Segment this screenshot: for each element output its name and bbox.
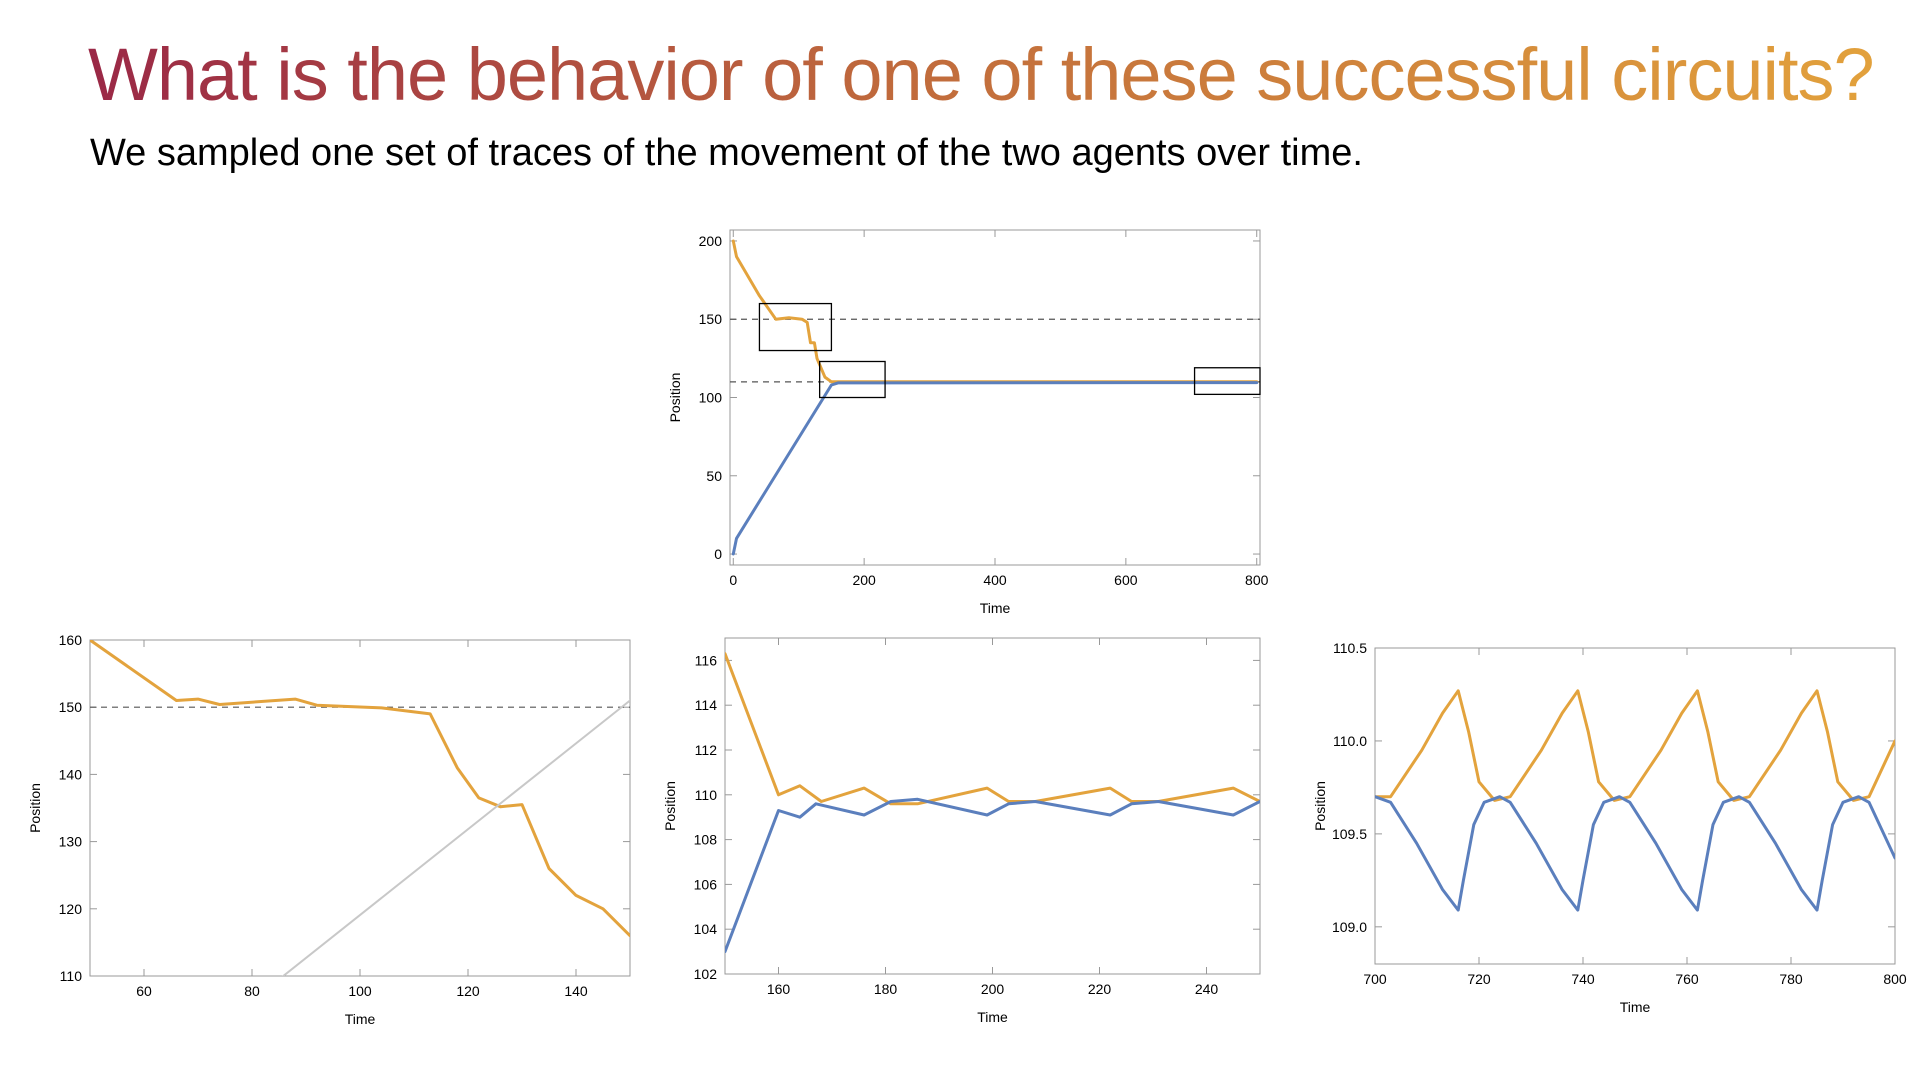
plot-area: [90, 640, 630, 976]
x-tick-label: 780: [1779, 971, 1803, 987]
slide-subtitle: We sampled one set of traces of the move…: [90, 132, 1363, 174]
x-tick-label: 740: [1571, 971, 1595, 987]
plot-area: [730, 239, 1260, 556]
slide-title: What is the behavior of one of these suc…: [88, 33, 1875, 116]
x-tick-label: 240: [1195, 981, 1219, 997]
x-tick-label: 760: [1675, 971, 1699, 987]
series-line-orange: [731, 239, 1259, 384]
y-tick-label: 116: [695, 652, 718, 668]
x-tick-label: 140: [564, 983, 588, 999]
series-line-gray: [281, 699, 630, 976]
y-tick-label: 120: [59, 901, 83, 917]
y-tick-label: 104: [694, 921, 718, 937]
y-axis-label: Position: [662, 781, 678, 831]
x-tick-label: 400: [983, 572, 1007, 588]
y-tick-label: 50: [706, 468, 722, 484]
y-axis-label: Position: [1312, 781, 1328, 831]
series-line-blue: [1375, 795, 1895, 912]
x-tick-label: 200: [852, 572, 876, 588]
plot-area: [725, 652, 1260, 954]
zoom-box: [758, 302, 833, 352]
plot-frame: [89, 639, 631, 977]
x-tick-label: 720: [1467, 971, 1491, 987]
x-tick-label: 160: [767, 981, 791, 997]
series-line-blue: [725, 797, 1260, 954]
y-tick-label: 130: [59, 834, 83, 850]
y-tick-label: 109.0: [1332, 919, 1367, 935]
x-tick-label: 180: [874, 981, 898, 997]
y-tick-label: 110: [695, 787, 718, 803]
x-axis-label: Time: [345, 1011, 376, 1027]
y-tick-label: 140: [59, 766, 83, 782]
x-axis-label: Time: [1620, 999, 1651, 1015]
x-tick-label: 800: [1883, 971, 1907, 987]
x-tick-label: 80: [244, 983, 260, 999]
zoom-chart-early: 60 80 100 120 140 110 120 130 140 150 160 Time Posit…: [27, 632, 631, 1027]
x-axis-label: Time: [980, 600, 1011, 616]
y-tick-label: 114: [695, 697, 718, 713]
series-line-orange: [90, 640, 630, 938]
y-tick-label: 150: [699, 311, 723, 327]
y-tick-label: 150: [59, 699, 83, 715]
x-tick-label: 100: [348, 983, 372, 999]
y-tick-label: 102: [694, 966, 718, 982]
x-axis-label: Time: [977, 1009, 1008, 1025]
zoom-chart-convergence: 160 180 200 220 240 102 104 106 108 110 112 114 116 T…: [662, 637, 1261, 1025]
y-tick-label: 160: [59, 632, 83, 648]
y-tick-label: 106: [694, 876, 718, 892]
x-tick-label: 120: [456, 983, 480, 999]
plot-frame: [729, 229, 1261, 566]
plot-frame: [1374, 647, 1896, 965]
overview-chart: 0 200 400 600 800 0 50 100 150 200 Time Position: [667, 229, 1269, 616]
x-tick-label: 200: [981, 981, 1005, 997]
y-tick-label: 110.0: [1333, 733, 1367, 749]
zoom-chart-late: 700 720 740 760 780 800 109.0 109.5 110.0 110.5 Ti…: [1312, 640, 1907, 1015]
y-axis-label: Position: [27, 783, 43, 833]
y-tick-label: 109.5: [1332, 826, 1367, 842]
y-tick-label: 100: [699, 390, 723, 406]
x-tick-label: 700: [1363, 971, 1387, 987]
zoom-box: [1193, 367, 1261, 396]
series-line-orange: [725, 652, 1260, 806]
series-line-orange: [1375, 689, 1895, 802]
zoom-box: [818, 360, 886, 399]
x-tick-label: 220: [1088, 981, 1112, 997]
y-axis-label: Position: [667, 373, 683, 423]
y-tick-label: 200: [699, 233, 723, 249]
x-tick-label: 800: [1245, 572, 1269, 588]
y-tick-label: 108: [694, 832, 718, 848]
y-tick-label: 110.5: [1333, 640, 1367, 656]
x-tick-label: 60: [136, 983, 152, 999]
x-tick-label: 600: [1114, 572, 1138, 588]
plot-area: [1375, 689, 1895, 912]
y-tick-label: 0: [714, 546, 722, 562]
y-tick-label: 110: [60, 968, 83, 984]
y-tick-label: 112: [695, 742, 718, 758]
series-line-blue: [731, 381, 1259, 556]
x-tick-label: 0: [729, 572, 737, 588]
